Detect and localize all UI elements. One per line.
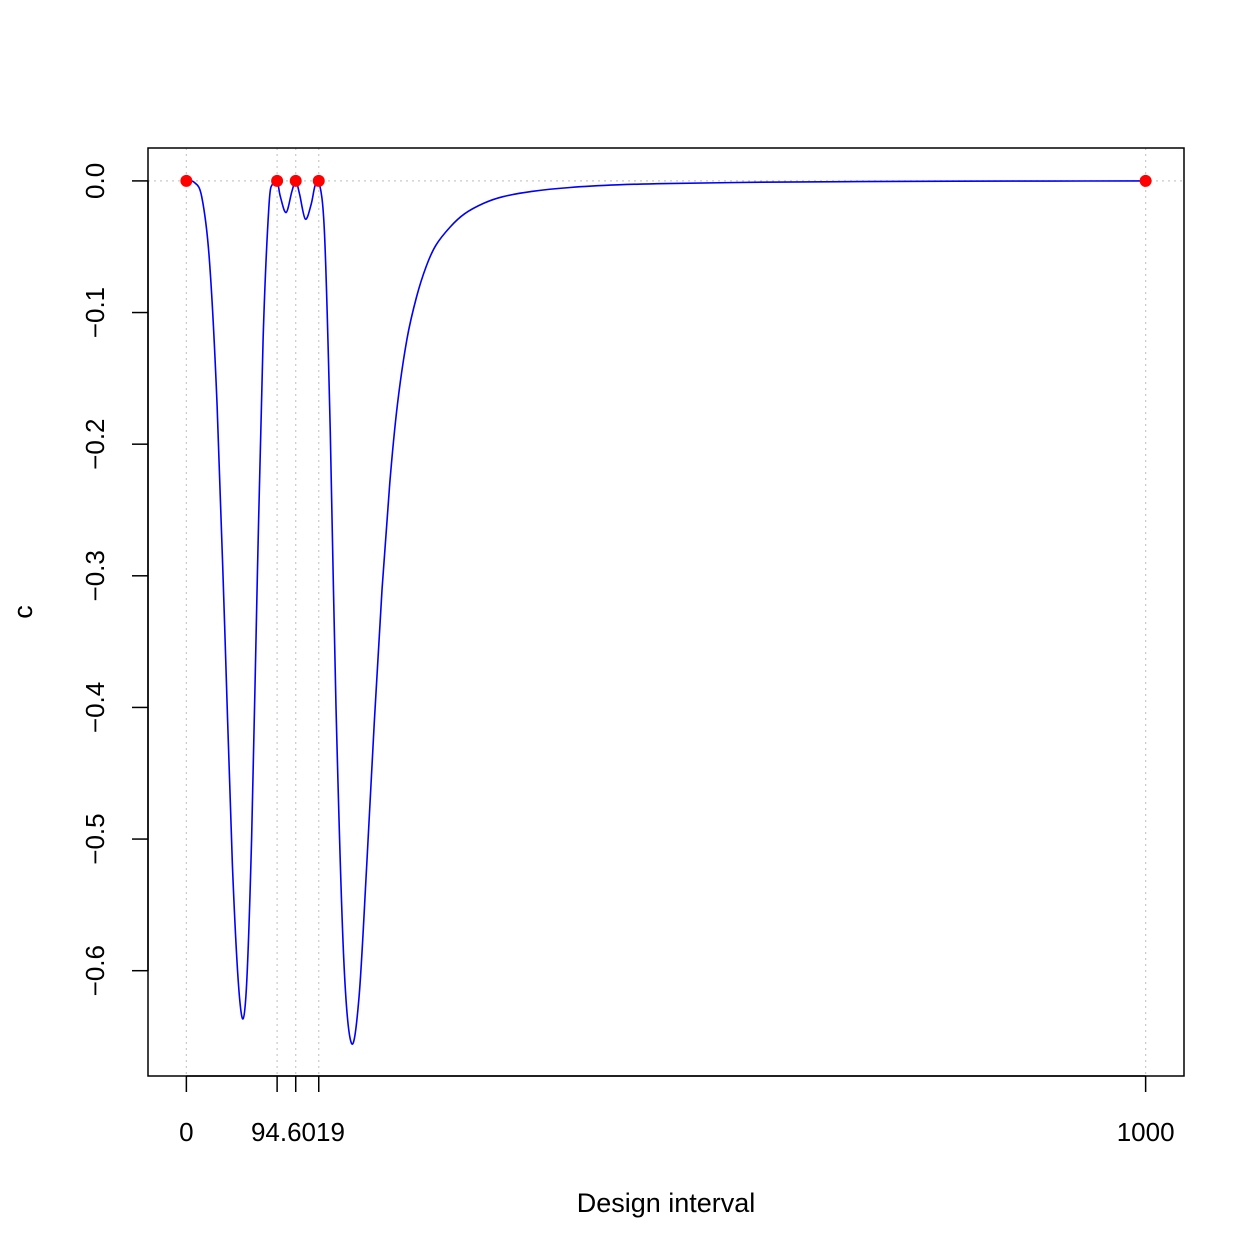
y-tick-label: −0.1 [80,287,110,338]
x-tick-label: 1000 [1117,1117,1175,1147]
y-tick-label: −0.3 [80,550,110,601]
y-tick-label: 0.0 [80,163,110,199]
series-line [186,177,1146,1046]
y-tick-label: −0.4 [80,682,110,733]
x-axis-title: Design interval [577,1188,756,1218]
y-axis-title: c [8,605,38,619]
design-point [312,174,325,187]
design-point [271,174,284,187]
y-tick-label: −0.2 [80,419,110,470]
y-axis: 0.0 −0.1 −0.2 −0.3 −0.4 −0.5 −0.6 [80,163,149,996]
x-tick-label: 94.6019 [251,1117,345,1147]
design-point [1139,174,1152,187]
design-point [289,174,302,187]
x-tick-label: 0 [179,1117,193,1147]
plot-frame [147,147,1185,1077]
y-tick-label: −0.6 [80,945,110,996]
x-axis: 0 1000 94.6019 [179,1075,1175,1147]
design-point [180,174,193,187]
y-tick-label: −0.5 [80,813,110,864]
design-points [180,174,1152,187]
grid-layer [148,148,1184,1076]
